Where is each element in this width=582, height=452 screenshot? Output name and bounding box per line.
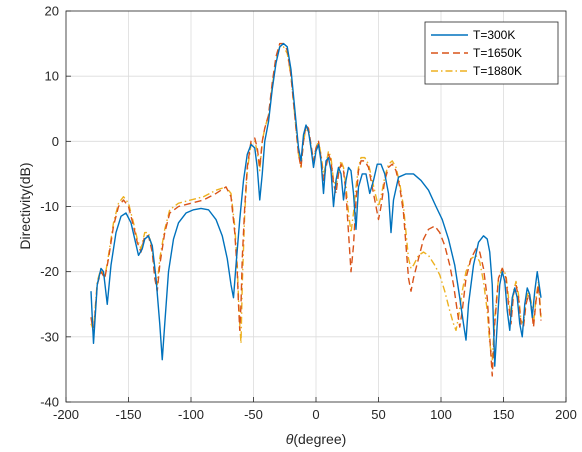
x-axis-label-symbol: θ — [286, 431, 294, 447]
series-layer — [90, 42, 542, 377]
series-line-t-300k — [90, 42, 542, 367]
series-line-t-1880k — [90, 46, 542, 361]
legend-label: T=1880K — [473, 64, 522, 78]
legend: T=300K T=1650K T=1880K — [424, 21, 559, 85]
x-tick-label: -100 — [178, 407, 204, 422]
y-tick-label: 20 — [45, 4, 59, 19]
x-tick-label: 100 — [430, 407, 452, 422]
x-tick-label: 50 — [371, 407, 385, 422]
y-tick-label: -30 — [40, 329, 59, 344]
axis-ticks: -200 -150 -100 -50 0 50 100 150 200-40-30-20-100… — [40, 4, 577, 423]
x-tick-label: -50 — [244, 407, 263, 422]
y-tick-label: 10 — [45, 69, 59, 84]
y-tick-label: -40 — [40, 395, 59, 410]
legend-label: T=1650K — [473, 46, 522, 60]
x-tick-label: -150 — [115, 407, 141, 422]
y-axis-label: Directivity(dB) — [17, 162, 33, 249]
x-tick-label: 0 — [312, 407, 319, 422]
y-tick-label: 0 — [52, 134, 59, 149]
x-axis-label-text: (degree) — [293, 431, 346, 447]
y-tick-label: -10 — [40, 199, 59, 214]
legend-label: T=300K — [473, 28, 515, 42]
y-tick-label: -20 — [40, 264, 59, 279]
x-axis-label: θ(degree) — [286, 431, 347, 447]
x-tick-label: 150 — [493, 407, 515, 422]
x-tick-label: 200 — [555, 407, 577, 422]
x-tick-label: -200 — [53, 407, 79, 422]
